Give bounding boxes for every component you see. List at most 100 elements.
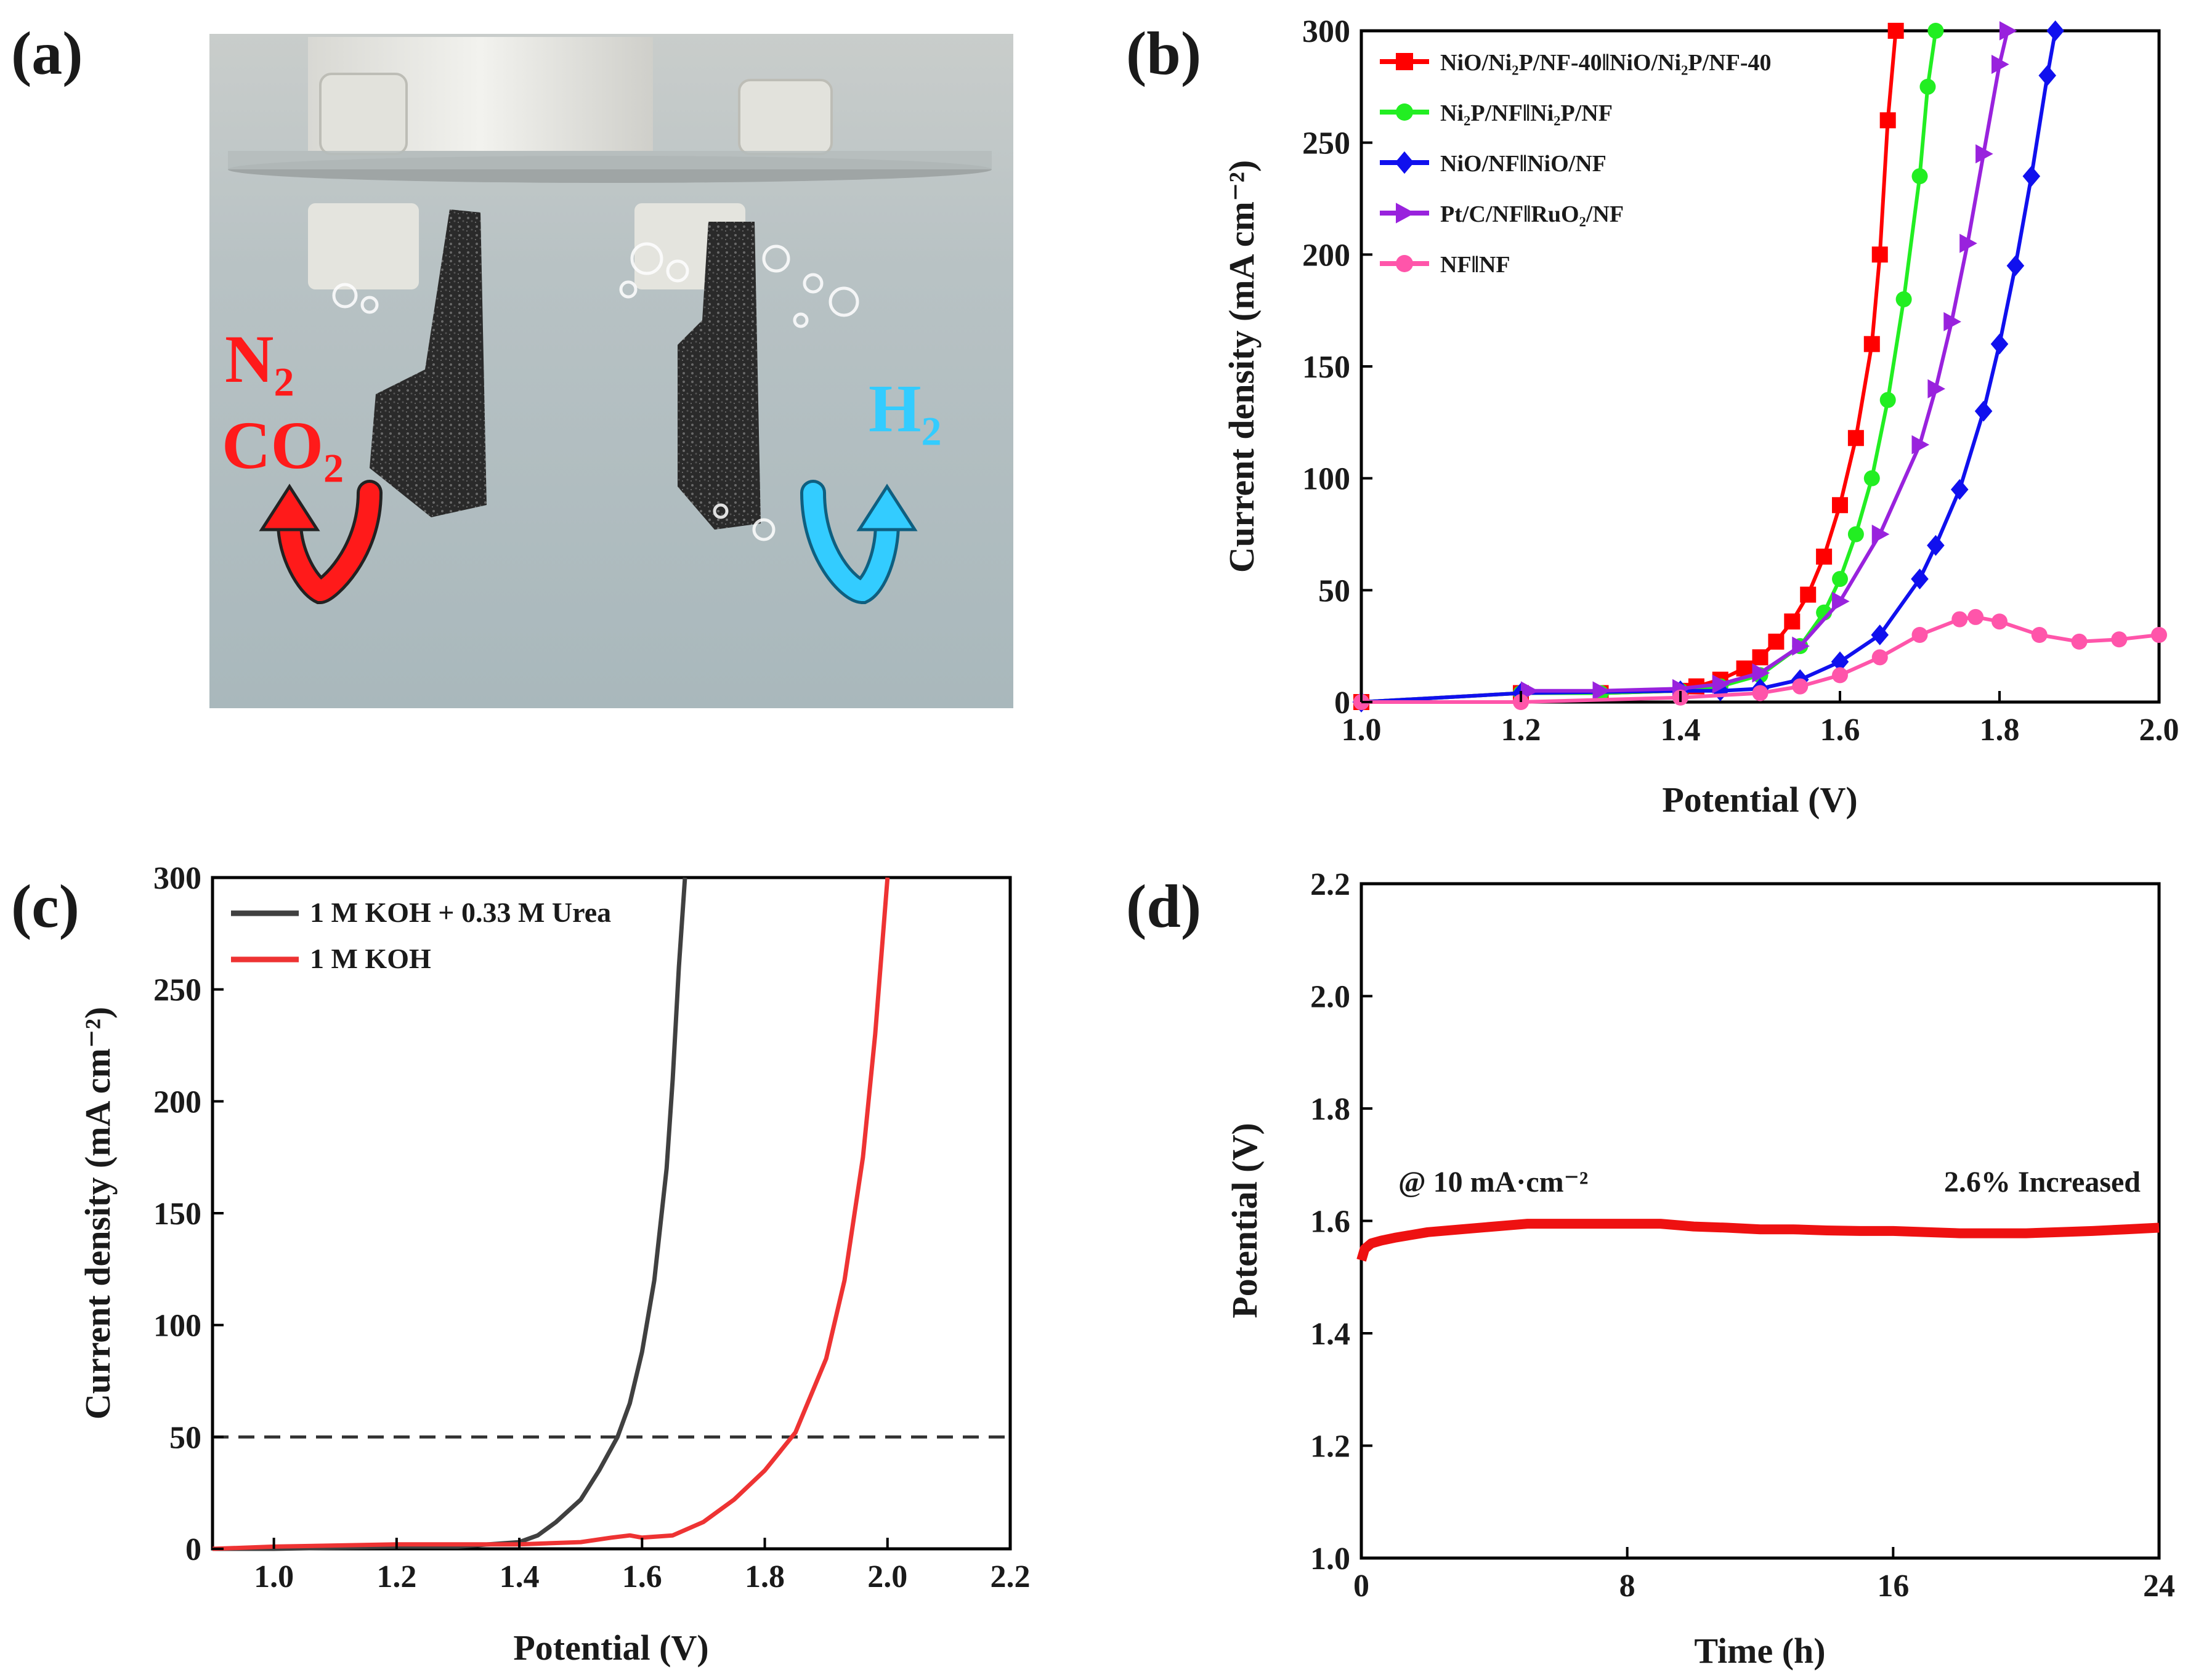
data-point bbox=[2046, 20, 2064, 41]
y-tick-label: 1.8 bbox=[1310, 1092, 1350, 1127]
screw-left bbox=[319, 73, 408, 155]
data-point bbox=[1784, 613, 1801, 630]
data-point bbox=[1951, 611, 1968, 628]
legend-label: NF‖NF bbox=[1440, 252, 1510, 278]
chart-b: 1.0 1.2 1.4 1.6 1.8 2.0 0 50 100 150 200 250 300 NiO… bbox=[1222, 14, 2179, 820]
chart-b-ylabel: Current density (mA cm⁻²) bbox=[1222, 160, 1262, 573]
chart-d-ylabel: Potential (V) bbox=[1225, 1123, 1265, 1318]
data-point bbox=[2022, 166, 2041, 187]
y-tick-label: 100 bbox=[1302, 462, 1350, 497]
data-point bbox=[1895, 291, 1912, 307]
chart-c-xlabel: Potential (V) bbox=[513, 1628, 708, 1668]
x-tick-label: 1.2 bbox=[1501, 713, 1541, 748]
data-point bbox=[1919, 78, 1936, 95]
data-point bbox=[1592, 681, 1611, 701]
chart-b-xlabel: Potential (V) bbox=[1662, 780, 1857, 820]
x-tick-label: 16 bbox=[1877, 1569, 1909, 1604]
legend-marker bbox=[1396, 53, 1413, 70]
panel-label-c: (c) bbox=[11, 872, 79, 940]
legend-marker bbox=[1396, 255, 1413, 272]
data-point bbox=[1831, 651, 1849, 672]
data-point bbox=[1832, 571, 1848, 588]
data-point bbox=[2031, 627, 2048, 643]
x-tick-label: 0 bbox=[1353, 1569, 1369, 1604]
data-point bbox=[2111, 631, 2128, 648]
data-point bbox=[1863, 470, 1880, 487]
y-tick-label: 2.0 bbox=[1310, 980, 1350, 1015]
chart-c-ylabel: Current density (mA cm⁻²) bbox=[78, 1007, 118, 1420]
data-point bbox=[1832, 591, 1850, 612]
series-line-1 bbox=[212, 877, 890, 1551]
data-point bbox=[1847, 430, 1864, 446]
y-tick-label: 100 bbox=[153, 1309, 201, 1344]
x-tick-label: 24 bbox=[2143, 1569, 2175, 1604]
data-point bbox=[1990, 333, 2009, 355]
legend-label: NiO/NF‖NiO/NF bbox=[1440, 151, 1607, 177]
y-tick-label: 200 bbox=[1302, 238, 1350, 273]
data-point bbox=[1879, 112, 1896, 129]
holder-left bbox=[308, 203, 419, 289]
data-point bbox=[1752, 649, 1769, 666]
data-point bbox=[1927, 379, 1945, 398]
data-point bbox=[1991, 613, 2008, 630]
y-tick-label: 0 bbox=[1334, 685, 1350, 721]
y-tick-label: 50 bbox=[169, 1420, 201, 1455]
legend-marker bbox=[1395, 151, 1414, 174]
data-point bbox=[1816, 548, 1833, 565]
red-curved-arrow-icon bbox=[259, 480, 383, 605]
data-point bbox=[2038, 65, 2056, 86]
x-tick-label: 1.4 bbox=[500, 1559, 540, 1594]
y-tick-label: 150 bbox=[153, 1197, 201, 1232]
data-point bbox=[1871, 649, 1888, 666]
series-line-0 bbox=[1356, 1219, 2160, 1262]
panel-label-b: (b) bbox=[1126, 19, 1201, 87]
data-point bbox=[1991, 54, 2009, 75]
data-point bbox=[1712, 674, 1730, 694]
y-tick-label: 1.2 bbox=[1310, 1429, 1350, 1464]
data-point bbox=[1974, 400, 1993, 422]
gas-bubbles bbox=[332, 242, 859, 541]
data-point bbox=[1863, 336, 1880, 352]
data-point bbox=[1871, 624, 1889, 645]
series-line-0 bbox=[213, 877, 687, 1551]
x-tick-label: 1.8 bbox=[745, 1559, 785, 1594]
legend-label: 1 M KOH bbox=[310, 943, 431, 974]
x-tick-label: 2.0 bbox=[867, 1559, 907, 1594]
blue-curved-arrow-icon bbox=[800, 480, 918, 605]
gas-label-co2: CO₂ bbox=[222, 408, 344, 483]
legend-label: 1 M KOH + 0.33 M Urea bbox=[310, 897, 611, 928]
y-tick-label: 1.0 bbox=[1310, 1541, 1350, 1577]
y-tick-label: 200 bbox=[153, 1084, 201, 1120]
panel-label-a: (a) bbox=[11, 19, 83, 87]
x-tick-label: 1.8 bbox=[1980, 713, 2020, 748]
x-tick-label: 2.0 bbox=[2139, 713, 2179, 748]
data-point bbox=[1967, 608, 1984, 625]
chart-d-annotation-increase: 2.6% Increased bbox=[1944, 1166, 2141, 1198]
x-tick-label: 1.6 bbox=[622, 1559, 662, 1594]
x-tick-label: 1.4 bbox=[1661, 713, 1701, 748]
legend-marker bbox=[1396, 203, 1415, 224]
gas-label-n2: N₂ bbox=[225, 321, 294, 397]
data-point bbox=[1911, 435, 1930, 454]
gas-label-h2: H₂ bbox=[869, 371, 942, 446]
data-point bbox=[1752, 663, 1770, 683]
legend-label: NiO/Ni₂P/NF-40‖NiO/Ni₂P/NF-40 bbox=[1440, 50, 1772, 76]
data-point bbox=[1911, 627, 1928, 643]
cathode-electrode bbox=[678, 222, 761, 530]
y-tick-label: 250 bbox=[1302, 126, 1350, 161]
y-tick-label: 50 bbox=[1318, 573, 1350, 608]
x-tick-label: 1.0 bbox=[254, 1559, 294, 1594]
data-point bbox=[2006, 255, 2025, 277]
data-point bbox=[1879, 392, 1896, 408]
data-point bbox=[1911, 568, 1929, 590]
x-tick-label: 1.6 bbox=[1820, 713, 1860, 748]
chart-d: 0 8 16 24 1.0 1.2 1.4 1.6 1.8 2.0 2.2 @ 10 mA·cm⁻²… bbox=[1225, 867, 2175, 1671]
data-point bbox=[1943, 312, 1961, 331]
data-point bbox=[2151, 627, 2167, 643]
legend-label: Pt/C/NF‖RuO₂/NF bbox=[1440, 201, 1624, 227]
data-point bbox=[1768, 633, 1785, 650]
y-tick-label: 300 bbox=[1302, 14, 1350, 49]
x-tick-label: 8 bbox=[1619, 1569, 1635, 1604]
data-point bbox=[1975, 144, 1993, 164]
y-tick-label: 150 bbox=[1302, 350, 1350, 385]
